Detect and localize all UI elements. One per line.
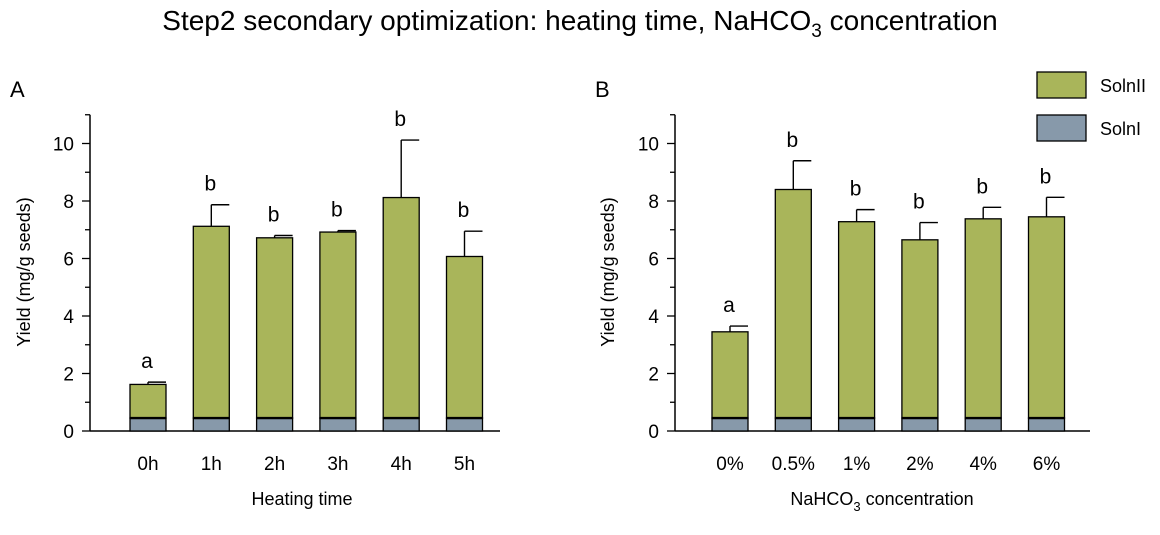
y-tick-label: 2 xyxy=(63,365,74,386)
significance-label: a xyxy=(141,350,153,373)
bar-solnI xyxy=(711,417,749,432)
significance-label: b xyxy=(976,175,988,198)
panel-b: B 0 2 4 6 8 10 Yield (mg/g seeds) NaHCO3 concent… xyxy=(595,77,1090,514)
bar-solnII xyxy=(1027,216,1066,419)
x-tick-label: 1% xyxy=(843,454,871,475)
y-tick-label: 6 xyxy=(63,250,74,271)
significance-label: b xyxy=(850,178,862,201)
legend-swatch-solni xyxy=(1036,114,1087,142)
bar-solnII xyxy=(711,331,749,419)
figure-title-suffix: concentration xyxy=(822,5,998,36)
legend-label-solni: SolnI xyxy=(1100,119,1141,139)
x-axis-label: Heating time xyxy=(251,489,352,509)
y-tick-label: 6 xyxy=(648,250,659,271)
significance-label: a xyxy=(723,294,735,317)
y-tick-label: 8 xyxy=(63,192,74,213)
bar-solnI xyxy=(964,417,1002,432)
bar-solnII xyxy=(129,383,167,419)
legend: SolnII SolnI xyxy=(1036,71,1146,142)
y-axis-label: Yield (mg/g seeds) xyxy=(14,197,34,346)
bar-solnII xyxy=(774,188,812,419)
x-tick-label: 0.5% xyxy=(772,454,815,475)
x-axis-label-subscript: 3 xyxy=(853,499,860,514)
bar-solnII xyxy=(901,239,939,419)
x-tick-label: 2h xyxy=(264,454,285,475)
x-tick-label: 1h xyxy=(201,454,222,475)
bar-solnII xyxy=(255,237,294,419)
bar-solnII xyxy=(382,196,420,419)
x-tick-label: 4h xyxy=(391,454,412,475)
legend-swatch-solnii xyxy=(1036,71,1087,99)
legend-label-solnii: SolnII xyxy=(1100,76,1146,96)
x-axis-label-suffix: concentration xyxy=(861,489,974,509)
x-tick-label: 6% xyxy=(1033,454,1061,475)
x-tick-label: 3h xyxy=(327,454,348,475)
bar-solnI xyxy=(1027,417,1066,432)
x-tick-label: 5h xyxy=(454,454,475,475)
x-tick-label: 0% xyxy=(716,454,744,475)
significance-label: b xyxy=(786,129,798,152)
panel-label: B xyxy=(595,77,610,102)
y-tick-label: 10 xyxy=(638,135,659,156)
bar-solnII xyxy=(445,255,484,419)
bar-solnII xyxy=(319,231,357,419)
significance-label: b xyxy=(268,204,280,227)
bar-solnI xyxy=(445,417,484,432)
significance-label: b xyxy=(331,199,343,222)
panel-a: A 0 2 4 6 8 10 Yield (mg/g seeds) Heating time a 0… xyxy=(10,77,500,509)
y-tick-label: 4 xyxy=(63,307,74,328)
significance-label: b xyxy=(204,173,216,196)
bar-solnI xyxy=(901,417,939,432)
bar-solnI xyxy=(382,417,420,432)
y-tick-label: 0 xyxy=(648,422,659,443)
y-tick-label: 8 xyxy=(648,192,659,213)
bar-solnI xyxy=(255,417,294,432)
figure-title-subscript: 3 xyxy=(811,21,822,42)
x-tick-label: 0h xyxy=(137,454,158,475)
bar-solnI xyxy=(192,417,230,432)
y-tick-label: 2 xyxy=(648,365,659,386)
bar-solnI xyxy=(129,417,167,432)
figure-title-main: Step2 secondary optimization: heating ti… xyxy=(162,5,811,36)
bar-solnI xyxy=(837,417,876,432)
significance-label: b xyxy=(394,108,406,131)
bar-solnI xyxy=(319,417,357,432)
x-axis-label-main: NaHCO xyxy=(790,489,853,509)
figure-title: Step2 secondary optimization: heating ti… xyxy=(162,5,997,42)
x-tick-label: 2% xyxy=(906,454,934,475)
significance-label: b xyxy=(458,199,470,222)
y-tick-label: 10 xyxy=(53,135,74,156)
y-tick-label: 4 xyxy=(648,307,659,328)
significance-label: b xyxy=(913,191,925,214)
x-tick-label: 4% xyxy=(969,454,997,475)
bar-solnII xyxy=(837,221,876,419)
x-axis-label: NaHCO3 concentration xyxy=(790,489,973,514)
significance-label: b xyxy=(1040,165,1052,188)
x-axis-label-main: Heating time xyxy=(251,489,352,509)
panel-label: A xyxy=(10,77,25,102)
bar-solnII xyxy=(192,225,230,419)
y-axis-label: Yield (mg/g seeds) xyxy=(598,197,618,346)
y-tick-label: 0 xyxy=(63,422,74,443)
bar-solnI xyxy=(774,417,812,432)
panels: A 0 2 4 6 8 10 Yield (mg/g seeds) Heating time a 0… xyxy=(10,77,1090,514)
bar-solnII xyxy=(964,218,1002,419)
